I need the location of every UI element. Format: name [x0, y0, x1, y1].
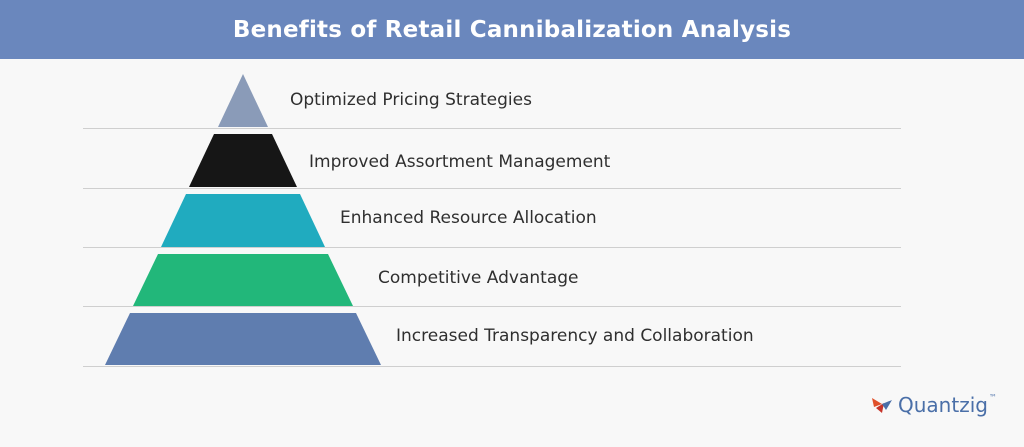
brand-logo: Quantzig™: [870, 393, 997, 417]
quantzig-logo-icon: [872, 398, 892, 413]
tier-label-5: Increased Transparency and Collaboration: [396, 326, 754, 346]
tier-divider-2: [83, 188, 901, 189]
tier-label-2: Improved Assortment Management: [309, 152, 611, 172]
pyramid-tier-4: [133, 254, 353, 306]
pyramid-tier-5: [105, 313, 381, 365]
tier-label-1: Optimized Pricing Strategies: [290, 90, 532, 110]
header-bar: Benefits of Retail Cannibalization Analy…: [0, 0, 1024, 59]
pyramid-tier-2: [189, 134, 297, 187]
tier-divider-3: [83, 247, 901, 248]
page-title: Benefits of Retail Cannibalization Analy…: [232, 16, 792, 43]
tier-divider-4: [83, 306, 901, 307]
tier-label-4: Competitive Advantage: [378, 268, 579, 288]
brand-name: Quantzig™: [898, 393, 997, 417]
pyramid-tier-3: [161, 194, 325, 247]
tier-label-3: Enhanced Resource Allocation: [340, 208, 597, 228]
tier-divider-5: [83, 366, 901, 367]
pyramid-tier-1: [218, 74, 268, 127]
tier-divider-1: [83, 128, 901, 129]
